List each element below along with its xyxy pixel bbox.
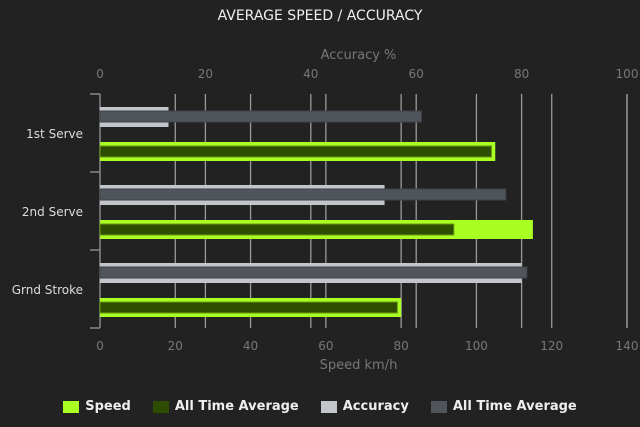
y-tick-label: Grnd Stroke — [12, 283, 83, 297]
x-tick-label-speed: 120 — [540, 339, 563, 353]
x-tick-label-speed: 80 — [394, 339, 409, 353]
x-tick-label-accuracy: 40 — [303, 67, 318, 81]
legend-item[interactable]: Speed — [63, 399, 131, 414]
x-tick-label-speed: 140 — [616, 339, 639, 353]
bar-speed-all-time-average — [99, 145, 492, 158]
legend-item[interactable]: All Time Average — [152, 399, 299, 414]
x-tick-label-accuracy: 20 — [198, 67, 213, 81]
x-tick-label-speed: 0 — [96, 339, 104, 353]
legend-swatch — [430, 400, 447, 413]
y-tick-label: 2nd Serve — [22, 205, 83, 219]
chart-title: AVERAGE SPEED / ACCURACY — [217, 8, 423, 24]
x-tick-label-speed: 100 — [465, 339, 488, 353]
legend-swatch — [152, 400, 169, 413]
legend-swatch — [320, 400, 337, 413]
legend: Speed All Time Average Accuracy All Time Av… — [0, 399, 640, 414]
legend-item[interactable]: Accuracy — [320, 399, 409, 414]
legend-label: All Time Average — [174, 399, 299, 414]
legend-swatch — [63, 400, 80, 413]
legend-label: Accuracy — [342, 399, 409, 414]
legend-label: All Time Average — [452, 399, 577, 414]
x-tick-label-speed: 60 — [318, 339, 333, 353]
y-tick-label: 1st Serve — [26, 127, 83, 141]
x-tick-label-speed: 40 — [243, 339, 258, 353]
x-tick-label-accuracy: 100 — [616, 67, 639, 81]
x-tick-label-accuracy: 80 — [514, 67, 529, 81]
legend-label: Speed — [85, 399, 131, 414]
x-tick-label-accuracy: 0 — [96, 67, 104, 81]
bar-accuracy-all-time-average — [99, 188, 507, 201]
bar-accuracy-all-time-average — [99, 266, 528, 279]
x-axis-title-speed: Speed km/h — [320, 358, 398, 373]
x-tick-label-accuracy: 60 — [409, 67, 424, 81]
legend-item[interactable]: All Time Average — [430, 399, 577, 414]
bar-speed-all-time-average — [99, 223, 455, 236]
x-axis-title-accuracy: Accuracy % — [321, 48, 397, 63]
bar-speed-all-time-average — [99, 301, 398, 314]
x-tick-label-speed: 20 — [168, 339, 183, 353]
bar-accuracy-all-time-average — [99, 110, 422, 123]
